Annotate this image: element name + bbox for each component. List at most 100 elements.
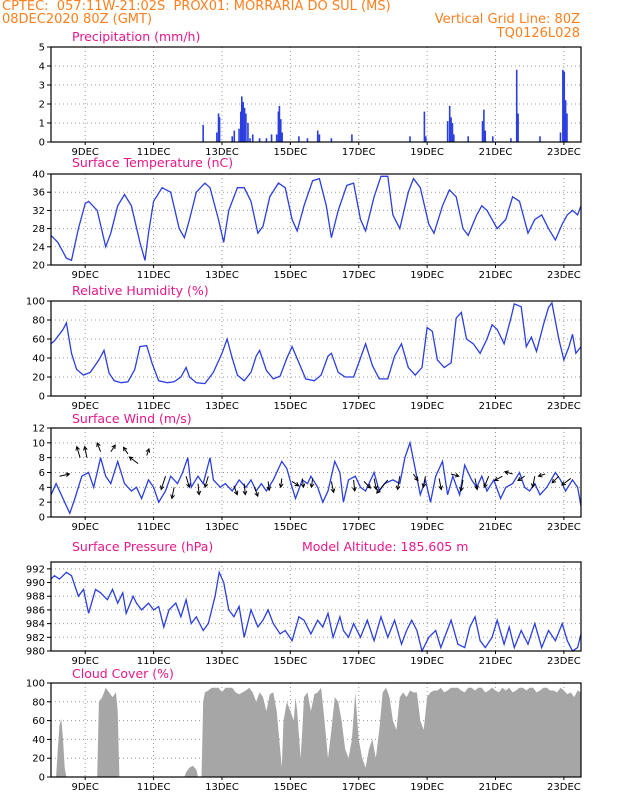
precip-bar [249, 138, 251, 142]
humidity-ytick-label: 100 [26, 297, 45, 308]
wind-arrow-head [459, 486, 464, 492]
pressure-title: Surface Pressure (hPa) [72, 539, 214, 554]
temp-xtick-label: 11DEC [137, 270, 171, 281]
wind-arrow-shaft [551, 475, 560, 484]
precip-bar [306, 138, 309, 142]
wind-arrow-head [294, 482, 300, 487]
temp-xtick-label: 21DEC [479, 270, 513, 281]
precip-bar [566, 113, 568, 142]
precip-bar [481, 121, 484, 142]
wind-arrow-shaft [474, 478, 478, 490]
humidity-xtick-label: 9DEC [72, 401, 99, 412]
temp-ytick-label: 28 [32, 224, 45, 235]
wind-arrow-head [503, 470, 509, 475]
pressure-xtick-label: 13DEC [205, 656, 239, 667]
pressure-ytick-label: 986 [26, 605, 45, 616]
wind-arrow-shaft [373, 478, 377, 490]
precip-bar [265, 138, 268, 142]
wind-xtick-label: 11DEC [137, 522, 171, 533]
temp-xtick-label: 19DEC [410, 270, 444, 281]
wind-arrow-head [128, 456, 134, 461]
temp-title: Surface Temperature (nC) [72, 155, 234, 170]
temp-xtick-label: 15DEC [273, 270, 307, 281]
precip-xtick-label: 13DEC [205, 147, 239, 158]
pressure-xtick-label: 17DEC [342, 656, 376, 667]
pressure-xtick-label: 15DEC [273, 656, 307, 667]
cloud-ytick-label: 80 [32, 697, 45, 708]
wind-arrow-shaft [532, 476, 536, 488]
cloud-xtick-label: 13DEC [205, 782, 239, 793]
wind-arrow-head [330, 488, 336, 494]
wind-arrow-shaft [504, 471, 513, 475]
temp-ytick-label: 40 [32, 170, 45, 181]
wind-arrow-head [111, 444, 116, 450]
precip-bar [298, 136, 300, 142]
wind-arrow-shaft [185, 476, 190, 488]
wind-arrow-shaft [330, 481, 335, 493]
precip-bar [281, 132, 283, 142]
wind-arrow-head [122, 446, 128, 452]
precip-bar [270, 134, 273, 142]
precip-bar [231, 136, 234, 142]
wind-arrow-shaft [353, 479, 356, 491]
wind-arrow-shaft [450, 473, 459, 477]
precip-bar [243, 107, 246, 142]
wind-arrow-head [242, 490, 248, 496]
cloud-xtick-label: 17DEC [342, 782, 376, 793]
humidity-xtick-label: 13DEC [205, 401, 239, 412]
precip-bar [218, 117, 221, 142]
wind-ytick-label: 0 [39, 513, 45, 524]
wind-arrow-shaft [76, 446, 81, 458]
wind-arrow-head [537, 472, 543, 478]
precip-bar [275, 134, 278, 142]
wind-arrow-shaft [438, 478, 442, 490]
cloud-xtick-label: 21DEC [479, 782, 513, 793]
humidity-xtick-label: 19DEC [410, 401, 444, 412]
cloud-frame [50, 682, 582, 778]
wind-arrow-head [530, 483, 536, 489]
precip-title: Precipitation (mm/h) [72, 29, 201, 44]
precip-xtick-label: 19DEC [410, 147, 444, 158]
humidity-ytick-label: 20 [32, 373, 45, 384]
precip-bar [239, 111, 242, 142]
wind-xtick-label: 19DEC [410, 522, 444, 533]
precip-bar [318, 134, 321, 142]
wind-arrow-head [233, 490, 239, 496]
pressure-xtick-label: 9DEC [72, 656, 99, 667]
wind-arrow-head [438, 485, 443, 491]
humidity-title: Relative Humidity (%) [72, 283, 209, 298]
wind-arrow-head [145, 447, 151, 453]
pressure-frame [50, 561, 582, 652]
precip-bar [316, 130, 319, 142]
wind-arrow-shaft [301, 478, 304, 488]
precip-ytick-label: 3 [39, 81, 45, 92]
wind-arrow-head [395, 485, 401, 491]
precip-ytick-label: 0 [39, 138, 45, 149]
precip-xtick-label: 17DEC [342, 147, 376, 158]
wind-arrow-head [266, 486, 272, 492]
wind-arrow-shaft [84, 446, 88, 458]
precip-bar [242, 102, 244, 142]
wind-ytick-label: 2 [39, 498, 45, 509]
wind-arrow-shaft [110, 444, 116, 453]
wind-title: Surface Wind (m/s) [72, 411, 192, 426]
wind-arrow-shaft [160, 476, 167, 490]
pressure-ytick-label: 988 [26, 592, 45, 603]
wind-arrow-shaft [171, 487, 175, 499]
header-init-time: 08DEC2020 80Z (GMT) [2, 12, 153, 27]
precip-bar [245, 113, 247, 142]
precip-bar [351, 134, 353, 142]
pressure-ytick-label: 984 [26, 619, 45, 630]
humidity-ytick-label: 60 [32, 335, 45, 346]
wind-arrow-head [170, 494, 175, 500]
wind-arrow-shaft [483, 476, 490, 488]
wind-arrow-head [203, 483, 209, 489]
wind-arrow-shaft [96, 442, 102, 452]
precip-bar [233, 130, 236, 142]
humidity-frame [50, 300, 582, 397]
wind-arrow-head [517, 476, 523, 482]
precip-bar [491, 136, 494, 142]
wind-arrow-shaft [494, 475, 503, 482]
wind-arrow-head [561, 481, 566, 486]
pressure-ytick-label: 982 [26, 633, 45, 644]
